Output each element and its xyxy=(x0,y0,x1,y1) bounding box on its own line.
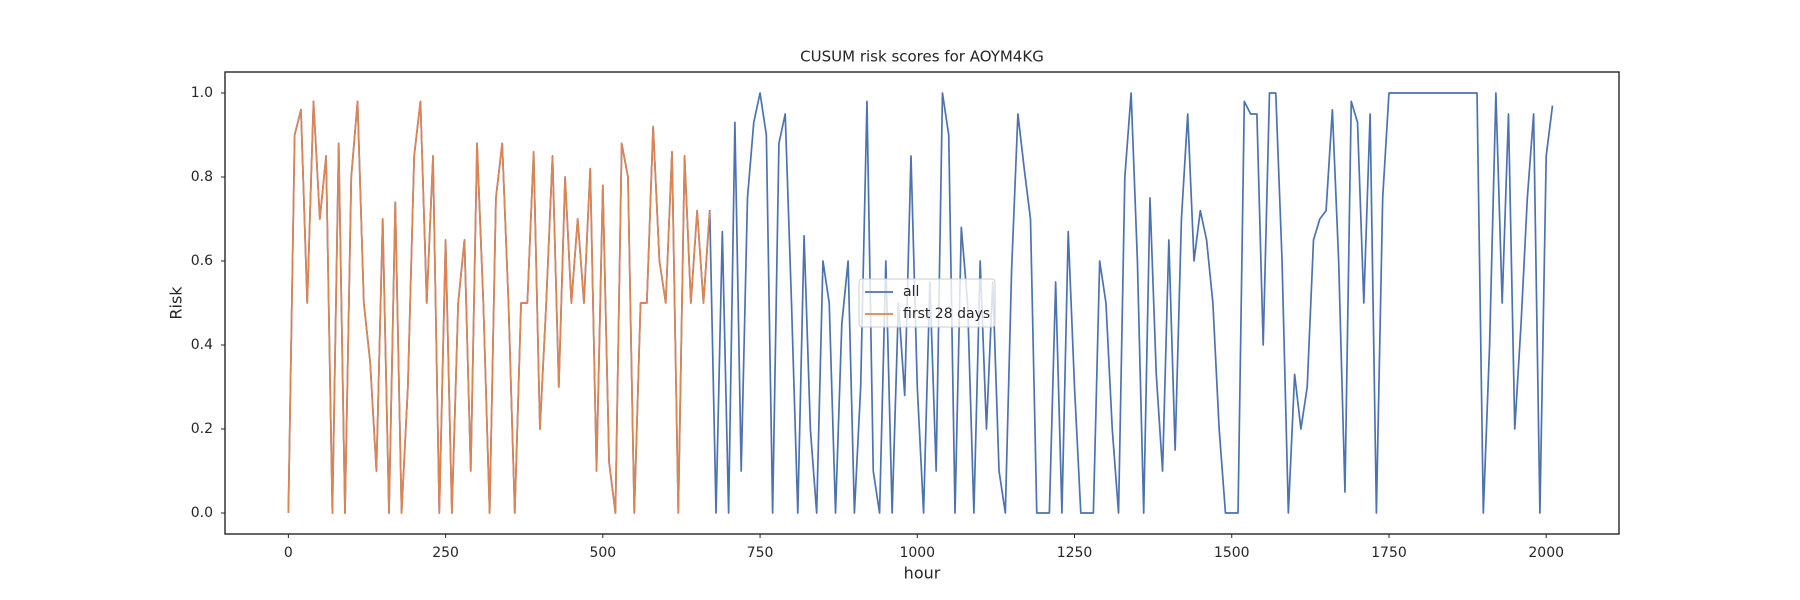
y-tick-label: 1.0 xyxy=(191,85,213,101)
x-tick-label: 1000 xyxy=(899,545,935,561)
y-tick-label: 0.8 xyxy=(191,169,213,185)
legend-label: first 28 days xyxy=(903,306,990,322)
series-line xyxy=(287,100,711,514)
y-tick-label: 0.2 xyxy=(191,421,213,437)
chart-title: CUSUM risk scores for AOYM4KG xyxy=(800,48,1044,66)
y-axis-label: Risk xyxy=(167,286,186,320)
x-tick-label: 2000 xyxy=(1528,545,1564,561)
x-tick-label: 1250 xyxy=(1057,545,1093,561)
y-tick-label: 0.6 xyxy=(191,253,213,269)
x-tick-label: 250 xyxy=(432,545,459,561)
x-tick-label: 750 xyxy=(747,545,774,561)
legend-box xyxy=(858,278,996,328)
legend-label: all xyxy=(903,284,919,300)
legend: all first 28 days xyxy=(858,278,996,328)
y-tick-label: 0.0 xyxy=(191,505,213,521)
plot-frame xyxy=(224,71,1620,535)
x-tick-label: 500 xyxy=(589,545,616,561)
y-tick-label: 0.4 xyxy=(191,337,213,353)
x-tick-label: 0 xyxy=(284,545,293,561)
x-tick-label: 1500 xyxy=(1214,545,1250,561)
x-axis-label: hour xyxy=(904,564,941,583)
x-tick-label: 1750 xyxy=(1371,545,1407,561)
